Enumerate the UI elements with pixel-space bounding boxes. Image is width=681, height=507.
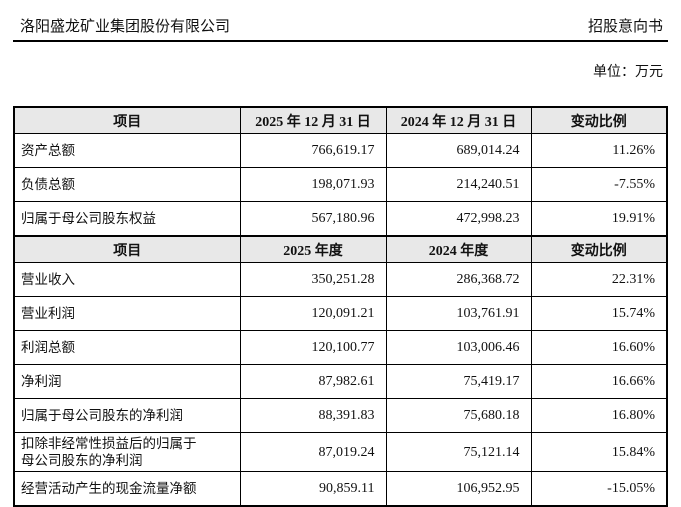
- change-cell: 15.84%: [530, 432, 668, 472]
- unit-label: 单位：万元: [593, 65, 663, 80]
- value-2025-cell: 567,180.96: [239, 201, 387, 237]
- value-2024-cell: 106,952.95: [385, 471, 532, 507]
- value-2025-cell: 120,091.21: [239, 296, 387, 331]
- table-row-total-liabilities: 负债总额 198,071.93 214,240.51 -7.55%: [13, 167, 668, 202]
- company-name: 洛阳盛龙矿业集团股份有限公司: [20, 19, 231, 35]
- doc-type-label: 招股意向书: [587, 19, 663, 35]
- value-2025-cell: 87,982.61: [239, 364, 387, 399]
- value-2024-cell: 75,680.18: [385, 398, 532, 433]
- table-row-total-profit: 利润总额 120,100.77 103,006.46 16.60%: [13, 330, 668, 365]
- item-cell: 利润总额: [13, 330, 241, 365]
- column-header-change: 变动比例: [530, 106, 668, 134]
- table-row-operating-cash-flow: 经营活动产生的现金流量净额 90,859.11 106,952.95 -15.0…: [13, 471, 668, 507]
- value-2025-cell: 87,019.24: [239, 432, 387, 472]
- item-cell: 归属于母公司股东的净利润: [13, 398, 241, 433]
- value-2025-cell: 766,619.17: [239, 133, 387, 168]
- change-cell: 16.60%: [530, 330, 668, 365]
- value-2024-cell: 472,998.23: [385, 201, 532, 237]
- prospectus-page: 洛阳盛龙矿业集团股份有限公司 招股意向书 单位：万元 项目 2025 年 12 …: [13, 17, 668, 507]
- change-cell: 22.31%: [530, 262, 668, 297]
- table-row-operating-revenue: 营业收入 350,251.28 286,368.72 22.31%: [13, 262, 668, 297]
- doc-header: 洛阳盛龙矿业集团股份有限公司 招股意向书: [13, 17, 668, 42]
- value-2024-cell: 75,419.17: [385, 364, 532, 399]
- change-cell: 19.91%: [530, 201, 668, 237]
- value-2024-cell: 103,006.46: [385, 330, 532, 365]
- column-header-date-2024: 2024 年 12 月 31 日: [385, 106, 532, 134]
- item-cell: 营业利润: [13, 296, 241, 331]
- table-row-total-assets: 资产总额 766,619.17 689,014.24 11.26%: [13, 133, 668, 168]
- table-row-deducted-parent-net-profit: 扣除非经常性损益后的归属于母公司股东的净利润 87,019.24 75,121.…: [13, 432, 668, 472]
- change-cell: 15.74%: [530, 296, 668, 331]
- value-2025-cell: 120,100.77: [239, 330, 387, 365]
- balance-table-header-row: 项目 2025 年 12 月 31 日 2024 年 12 月 31 日 变动比…: [13, 106, 668, 134]
- change-cell: -7.55%: [530, 167, 668, 202]
- table-row-parent-equity: 归属于母公司股东权益 567,180.96 472,998.23 19.91%: [13, 201, 668, 237]
- value-2025-cell: 90,859.11: [239, 471, 387, 507]
- item-cell: 扣除非经常性损益后的归属于母公司股东的净利润: [13, 432, 241, 472]
- value-2025-cell: 88,391.83: [239, 398, 387, 433]
- value-2024-cell: 286,368.72: [385, 262, 532, 297]
- value-2024-cell: 689,014.24: [385, 133, 532, 168]
- value-2024-cell: 103,761.91: [385, 296, 532, 331]
- financial-summary-table: 项目 2025 年 12 月 31 日 2024 年 12 月 31 日 变动比…: [13, 106, 668, 507]
- change-cell: -15.05%: [530, 471, 668, 507]
- item-cell: 净利润: [13, 364, 241, 399]
- value-2025-cell: 350,251.28: [239, 262, 387, 297]
- value-2025-cell: 198,071.93: [239, 167, 387, 202]
- column-header-item: 项目: [13, 106, 241, 134]
- item-cell: 经营活动产生的现金流量净额: [13, 471, 241, 507]
- change-cell: 11.26%: [530, 133, 668, 168]
- change-cell: 16.66%: [530, 364, 668, 399]
- value-2024-cell: 75,121.14: [385, 432, 532, 472]
- column-header-year-2024: 2024 年度: [385, 235, 532, 263]
- table-row-operating-profit: 营业利润 120,091.21 103,761.91 15.74%: [13, 296, 668, 331]
- table-row-parent-net-profit: 归属于母公司股东的净利润 88,391.83 75,680.18 16.80%: [13, 398, 668, 433]
- column-header-change: 变动比例: [530, 235, 668, 263]
- column-header-year-2025: 2025 年度: [239, 235, 387, 263]
- item-cell: 资产总额: [13, 133, 241, 168]
- table-row-net-profit: 净利润 87,982.61 75,419.17 16.66%: [13, 364, 668, 399]
- column-header-date-2025: 2025 年 12 月 31 日: [239, 106, 387, 134]
- column-header-item: 项目: [13, 235, 241, 263]
- value-2024-cell: 214,240.51: [385, 167, 532, 202]
- item-cell: 负债总额: [13, 167, 241, 202]
- income-table-header-row: 项目 2025 年度 2024 年度 变动比例: [13, 235, 668, 263]
- item-cell: 营业收入: [13, 262, 241, 297]
- item-cell: 归属于母公司股东权益: [13, 201, 241, 237]
- change-cell: 16.80%: [530, 398, 668, 433]
